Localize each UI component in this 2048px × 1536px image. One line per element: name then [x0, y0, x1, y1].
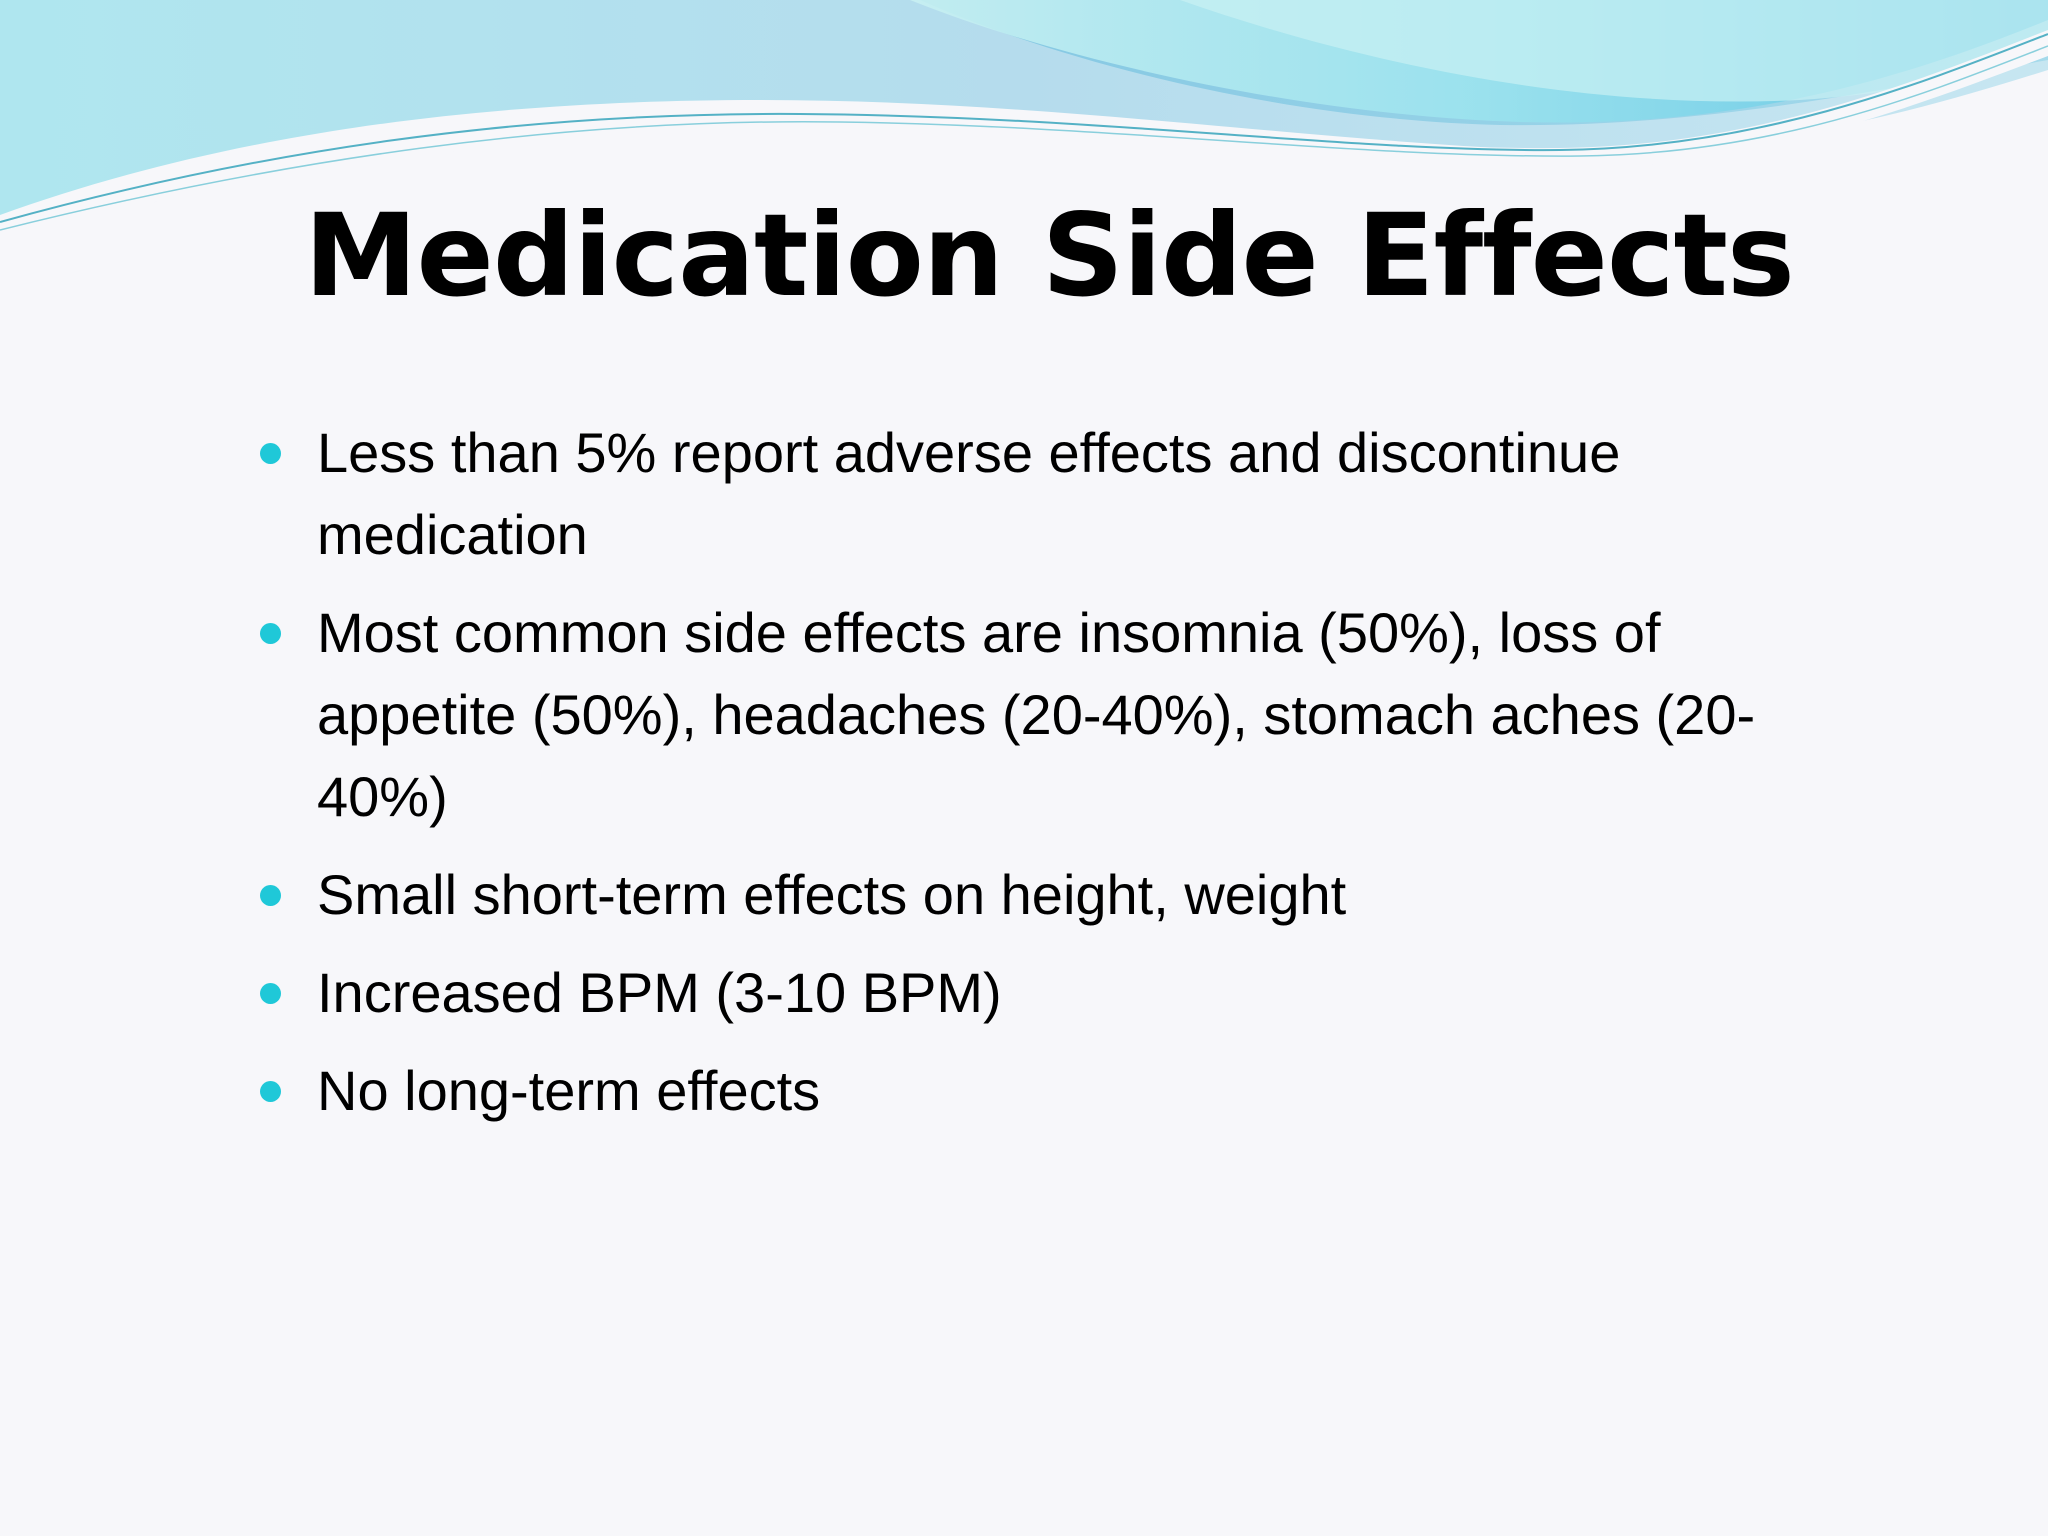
bullet-dot-icon [260, 983, 281, 1004]
bullet-list: Less than 5% report adverse effects and … [256, 412, 1816, 1148]
bullet-dot-icon [260, 443, 281, 464]
bullet-dot-icon [260, 1081, 281, 1102]
bullet-text: Increased BPM (3-10 BPM) [317, 961, 1002, 1024]
bullet-text: Less than 5% report adverse effects and … [317, 421, 1621, 566]
bullet-dot-icon [260, 623, 281, 644]
list-item: Less than 5% report adverse effects and … [256, 412, 1816, 576]
wave-banner-decoration [0, 0, 2048, 240]
slide-title: Medication Side Effects [304, 189, 1795, 322]
bullet-text: No long-term effects [317, 1059, 821, 1122]
list-item: Most common side effects are insomnia (5… [256, 592, 1816, 838]
list-item: Small short-term effects on height, weig… [256, 854, 1816, 936]
list-item: No long-term effects [256, 1050, 1816, 1132]
list-item: Increased BPM (3-10 BPM) [256, 952, 1816, 1034]
bullet-text: Most common side effects are insomnia (5… [317, 601, 1756, 828]
bullet-text: Small short-term effects on height, weig… [317, 863, 1347, 926]
bullet-dot-icon [260, 885, 281, 906]
